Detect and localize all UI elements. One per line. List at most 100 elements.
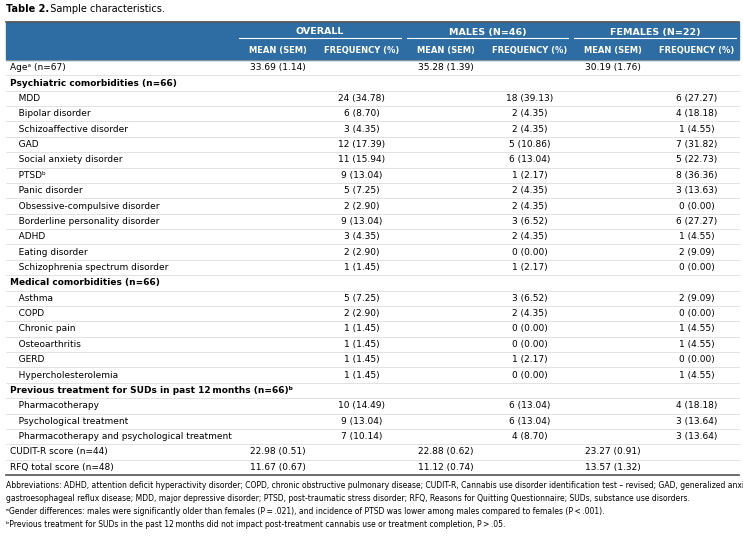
Text: 33.69 (1.14): 33.69 (1.14) (250, 63, 306, 72)
Text: MEAN (SEM): MEAN (SEM) (417, 46, 475, 56)
Text: 3 (4.35): 3 (4.35) (344, 125, 380, 134)
Text: ADHD: ADHD (10, 232, 45, 241)
Text: Panic disorder: Panic disorder (10, 186, 82, 195)
Text: FREQUENCY (%): FREQUENCY (%) (660, 46, 735, 56)
Bar (6, 460, 739, 475)
Text: 3 (6.52): 3 (6.52) (512, 217, 548, 226)
Text: 3 (13.64): 3 (13.64) (676, 417, 718, 426)
Bar (6, 368, 739, 383)
Text: 2 (4.35): 2 (4.35) (512, 186, 547, 195)
Text: GERD: GERD (10, 355, 45, 364)
Text: 5 (22.73): 5 (22.73) (676, 155, 718, 164)
Text: 2 (2.90): 2 (2.90) (344, 202, 380, 211)
Bar (6, 60, 739, 75)
Text: FEMALES (N=22): FEMALES (N=22) (610, 27, 701, 37)
Text: 11 (15.94): 11 (15.94) (338, 155, 386, 164)
Text: 4 (8.70): 4 (8.70) (512, 432, 548, 441)
Text: 3 (6.52): 3 (6.52) (512, 294, 548, 303)
Bar (6, 229, 739, 245)
Bar (6, 214, 739, 229)
Text: Abbreviations: ADHD, attention deficit hyperactivity disorder; COPD, chronic obs: Abbreviations: ADHD, attention deficit h… (6, 481, 743, 490)
Text: Schizophrenia spectrum disorder: Schizophrenia spectrum disorder (10, 263, 169, 272)
Text: ᵃGender differences: males were significantly older than females (P = .021), and: ᵃGender differences: males were signific… (6, 507, 605, 516)
Text: COPD: COPD (10, 309, 44, 318)
Bar (6, 398, 739, 413)
Text: 1 (2.17): 1 (2.17) (512, 171, 548, 180)
Text: Psychological treatment: Psychological treatment (10, 417, 129, 426)
Bar (6, 429, 739, 444)
Text: 0 (0.00): 0 (0.00) (679, 202, 715, 211)
Text: Ageᵃ (n=67): Ageᵃ (n=67) (10, 63, 65, 72)
Text: 1 (4.55): 1 (4.55) (679, 370, 715, 379)
Bar (6, 75, 739, 91)
Bar (6, 321, 739, 336)
Text: 1 (4.55): 1 (4.55) (679, 325, 715, 334)
Text: 22.98 (0.51): 22.98 (0.51) (250, 447, 305, 456)
Text: MDD: MDD (10, 94, 40, 103)
Text: 6 (13.04): 6 (13.04) (509, 417, 550, 426)
Text: 9 (13.04): 9 (13.04) (341, 417, 383, 426)
Text: 2 (4.35): 2 (4.35) (512, 232, 547, 241)
Text: 1 (4.55): 1 (4.55) (679, 125, 715, 134)
Bar (6, 152, 739, 168)
Bar (6, 106, 739, 121)
Text: 1 (1.45): 1 (1.45) (344, 325, 380, 334)
Text: 1 (1.45): 1 (1.45) (344, 263, 380, 272)
Text: 4 (18.18): 4 (18.18) (676, 109, 718, 118)
Text: 11.67 (0.67): 11.67 (0.67) (250, 463, 306, 472)
Text: 23.27 (0.91): 23.27 (0.91) (585, 447, 641, 456)
Text: 9 (13.04): 9 (13.04) (341, 171, 383, 180)
Text: Chronic pain: Chronic pain (10, 325, 76, 334)
Bar (6, 413, 739, 429)
Text: 6 (13.04): 6 (13.04) (509, 402, 550, 411)
Bar (6, 306, 739, 321)
Text: 0 (0.00): 0 (0.00) (679, 309, 715, 318)
Text: 2 (4.35): 2 (4.35) (512, 309, 547, 318)
Text: 2 (2.90): 2 (2.90) (344, 248, 380, 257)
Text: 2 (4.35): 2 (4.35) (512, 125, 547, 134)
Text: Obsessive-compulsive disorder: Obsessive-compulsive disorder (10, 202, 160, 211)
Text: GAD: GAD (10, 140, 39, 149)
Bar (6, 260, 739, 275)
Text: 2 (9.09): 2 (9.09) (679, 294, 715, 303)
Text: 18 (39.13): 18 (39.13) (506, 94, 553, 103)
Bar (6, 22, 739, 42)
Text: Sample characteristics.: Sample characteristics. (44, 4, 165, 14)
Text: Bipolar disorder: Bipolar disorder (10, 109, 91, 118)
Text: Pharmacotherapy and psychological treatment: Pharmacotherapy and psychological treatm… (10, 432, 232, 441)
Bar (6, 383, 739, 398)
Text: 10 (14.49): 10 (14.49) (338, 402, 386, 411)
Text: 6 (27.27): 6 (27.27) (676, 217, 718, 226)
Text: FREQUENCY (%): FREQUENCY (%) (492, 46, 567, 56)
Bar (6, 198, 739, 214)
Text: 6 (27.27): 6 (27.27) (676, 94, 718, 103)
Text: 0 (0.00): 0 (0.00) (679, 263, 715, 272)
Text: Social anxiety disorder: Social anxiety disorder (10, 155, 123, 164)
Bar (6, 245, 739, 260)
Text: 9 (13.04): 9 (13.04) (341, 217, 383, 226)
Text: 0 (0.00): 0 (0.00) (511, 370, 548, 379)
Text: 5 (10.86): 5 (10.86) (509, 140, 550, 149)
Text: 0 (0.00): 0 (0.00) (511, 248, 548, 257)
Text: 1 (1.45): 1 (1.45) (344, 355, 380, 364)
Bar (6, 352, 739, 368)
Text: 3 (4.35): 3 (4.35) (344, 232, 380, 241)
Text: Pharmacotherapy: Pharmacotherapy (10, 402, 99, 411)
Text: 11.12 (0.74): 11.12 (0.74) (418, 463, 473, 472)
Text: 35.28 (1.39): 35.28 (1.39) (418, 63, 473, 72)
Text: Borderline personality disorder: Borderline personality disorder (10, 217, 160, 226)
Text: Table 2.: Table 2. (6, 4, 49, 14)
Text: 6 (8.70): 6 (8.70) (344, 109, 380, 118)
Text: 3 (13.63): 3 (13.63) (676, 186, 718, 195)
Text: 8 (36.36): 8 (36.36) (676, 171, 718, 180)
Text: Eating disorder: Eating disorder (10, 248, 88, 257)
Bar (6, 291, 739, 306)
Text: CUDIT-R score (n=44): CUDIT-R score (n=44) (10, 447, 108, 456)
Text: FREQUENCY (%): FREQUENCY (%) (324, 46, 400, 56)
Text: 2 (9.09): 2 (9.09) (679, 248, 715, 257)
Text: Psychiatric comorbidities (n=66): Psychiatric comorbidities (n=66) (10, 79, 177, 87)
Text: 1 (2.17): 1 (2.17) (512, 355, 548, 364)
Text: 30.19 (1.76): 30.19 (1.76) (585, 63, 641, 72)
Text: 4 (18.18): 4 (18.18) (676, 402, 718, 411)
Text: MALES (N=46): MALES (N=46) (449, 27, 526, 37)
